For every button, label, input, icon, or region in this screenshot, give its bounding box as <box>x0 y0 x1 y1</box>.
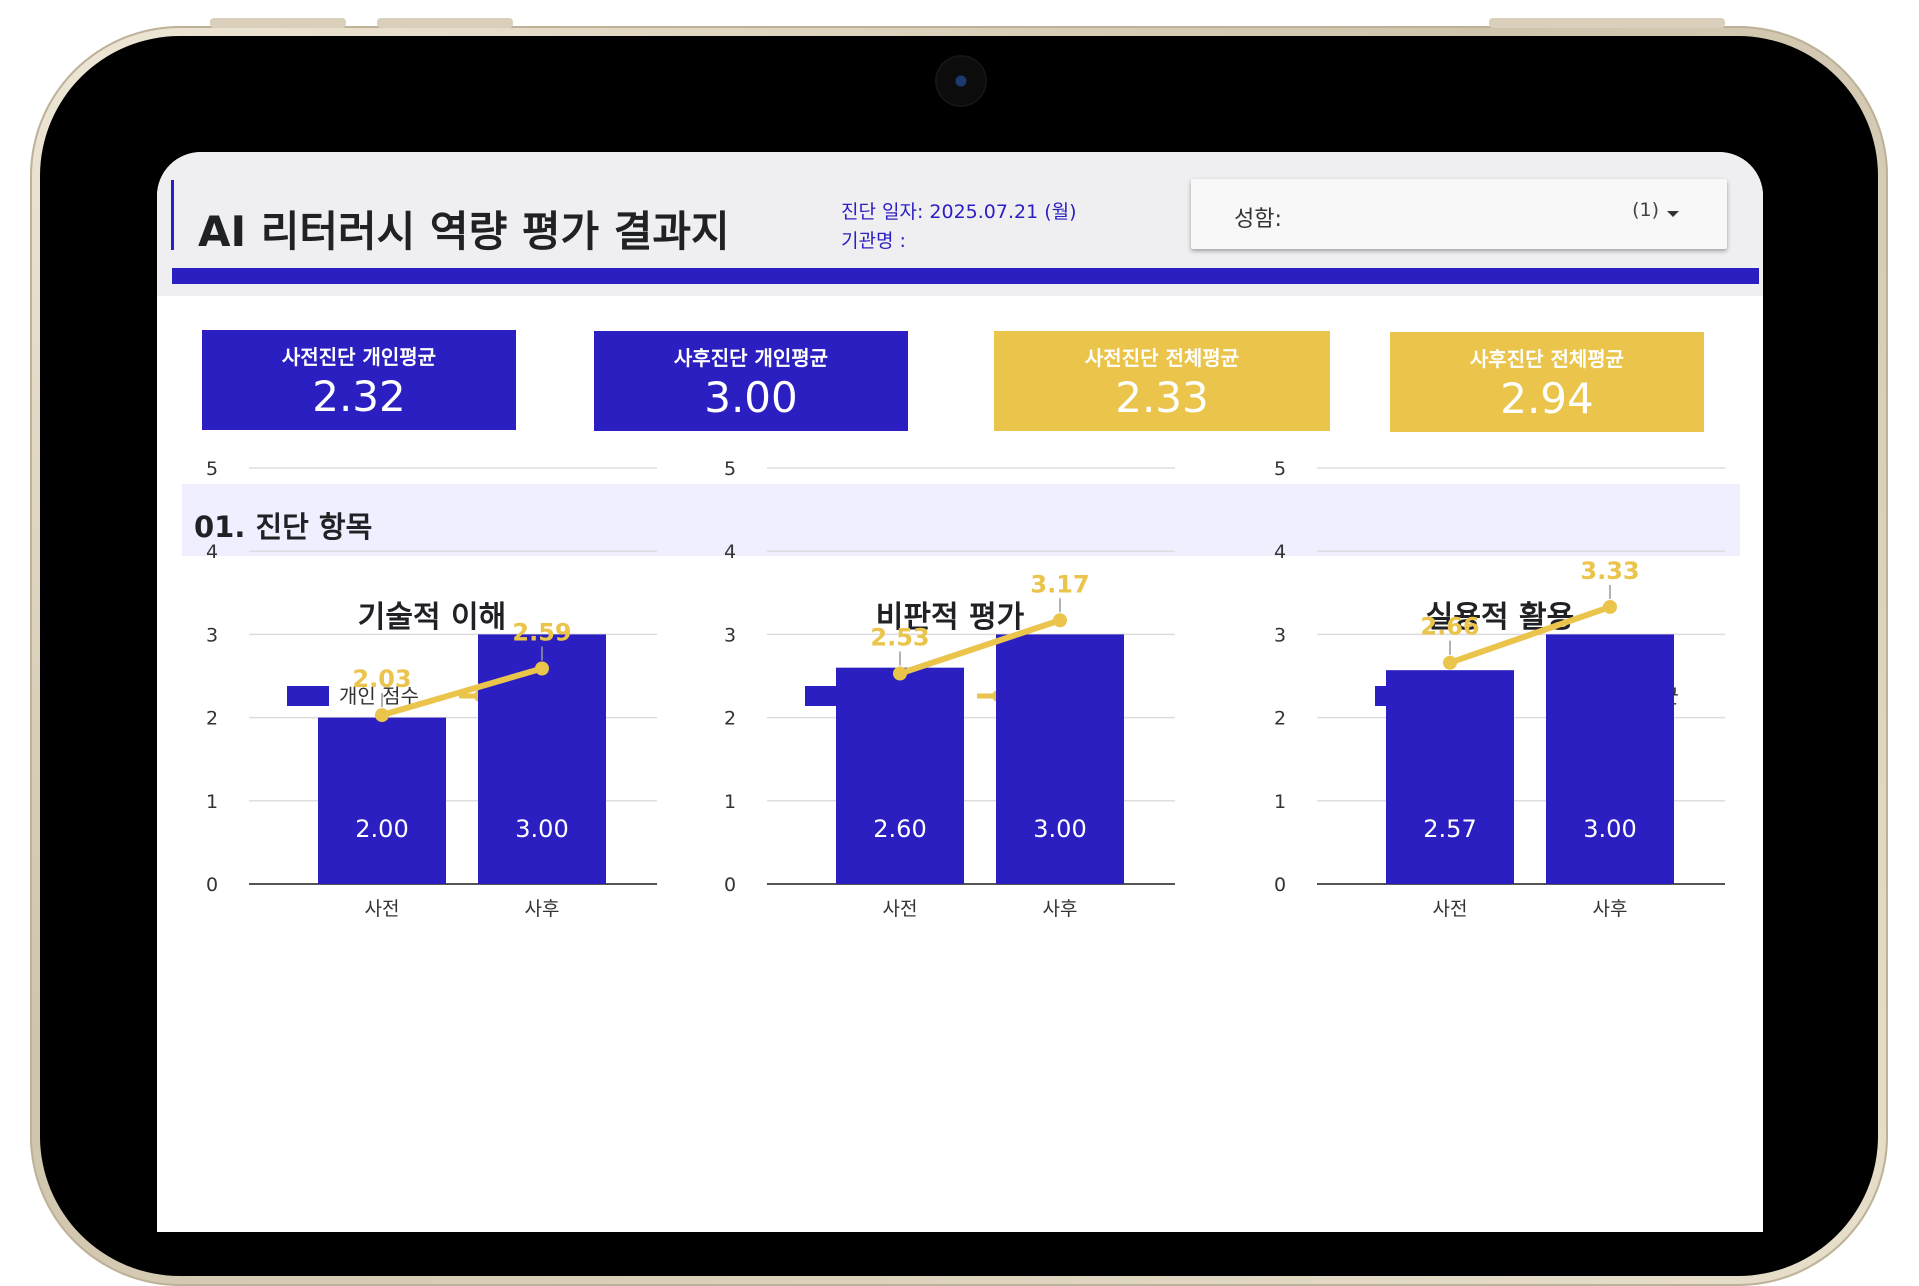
y-tick-label: 0 <box>1274 874 1286 896</box>
y-tick-label: 4 <box>724 541 736 563</box>
average-point <box>893 666 907 681</box>
organization-name: 기관명 : <box>841 230 906 252</box>
bar <box>478 634 606 884</box>
average-point <box>375 708 389 723</box>
chevron-down-icon[interactable] <box>1667 211 1679 217</box>
pre-total-average-card: 사전진단 전체평균 2.33 <box>994 331 1330 431</box>
post-total-average-card: 사후진단 전체평균 2.94 <box>1390 332 1704 432</box>
card-value: 3.00 <box>704 373 798 422</box>
bar <box>318 717 446 884</box>
chart-practical-use: 실용적 활용개인 점수전체 평균0123452.57사전3.00사후2.663.… <box>1255 458 1745 1186</box>
bar <box>996 634 1124 884</box>
x-tick-label: 사전 <box>883 898 918 920</box>
y-tick-label: 1 <box>206 791 218 813</box>
average-value-label: 2.66 <box>1420 613 1479 641</box>
x-tick-label: 사전 <box>1433 898 1468 920</box>
card-value: 2.94 <box>1500 374 1594 423</box>
title-accent <box>171 180 174 250</box>
name-value: (1) <box>1632 199 1659 221</box>
average-value-label: 3.17 <box>1030 570 1089 598</box>
power-button <box>1489 18 1725 28</box>
y-tick-label: 0 <box>206 874 218 896</box>
section-header: 01. 진단 항목 <box>182 484 1740 556</box>
post-individual-average-card: 사후진단 개인평균 3.00 <box>594 331 908 431</box>
pre-individual-average-card: 사전진단 개인평균 2.32 <box>202 330 516 430</box>
y-tick-label: 2 <box>724 708 736 730</box>
card-label: 사전진단 개인평균 <box>281 345 437 369</box>
average-value-label: 2.59 <box>512 619 571 647</box>
y-tick-label: 4 <box>206 541 218 563</box>
card-label: 사후진단 개인평균 <box>673 346 829 370</box>
chart-title: 기술적 이해 <box>358 600 506 635</box>
volume-button <box>377 18 513 28</box>
card-value: 2.32 <box>312 372 406 421</box>
camera-icon <box>937 57 985 105</box>
y-tick-label: 4 <box>1274 541 1286 563</box>
chart-svg: 실용적 활용개인 점수전체 평균0123452.57사전3.00사후2.663.… <box>1274 458 1725 920</box>
bar <box>1546 634 1674 884</box>
x-tick-label: 사후 <box>1043 898 1078 920</box>
chart-title: 비판적 평가 <box>876 600 1025 635</box>
bar-value-label: 3.00 <box>515 815 568 843</box>
average-point <box>1053 613 1067 628</box>
average-value-label: 2.53 <box>870 624 929 652</box>
average-line <box>899 617 1061 677</box>
average-value-label: 2.03 <box>352 665 411 693</box>
page-title: AI 리터러시 역량 평가 결과지 <box>198 207 730 256</box>
average-value-label: 3.33 <box>1580 557 1639 585</box>
y-tick-label: 1 <box>1274 791 1286 813</box>
y-tick-label: 5 <box>206 458 218 480</box>
name-dropdown[interactable]: 성함: (1) <box>1191 179 1727 249</box>
y-tick-label: 3 <box>1274 624 1286 646</box>
section-title: 01. 진단 항목 <box>194 510 373 544</box>
x-tick-label: 사후 <box>1593 898 1628 920</box>
chart-critical-evaluation: 비판적 평가개인 점수전체 평균0123452.60사전3.00사후2.533.… <box>705 458 1195 1186</box>
bar-value-label: 3.00 <box>1583 815 1636 843</box>
y-tick-label: 2 <box>206 708 218 730</box>
bar <box>836 667 964 884</box>
average-line <box>1449 604 1611 666</box>
bar-value-label: 2.00 <box>355 815 408 843</box>
x-tick-label: 사후 <box>525 898 560 920</box>
y-tick-label: 0 <box>724 874 736 896</box>
diagnosis-date: 진단 일자: 2025.07.21 (월) <box>841 201 1077 223</box>
x-tick-label: 사전 <box>365 898 400 920</box>
y-tick-label: 3 <box>206 624 218 646</box>
bar-value-label: 2.57 <box>1423 815 1476 843</box>
card-label: 사전진단 전체평균 <box>1084 346 1240 370</box>
chart-svg: 비판적 평가개인 점수전체 평균0123452.60사전3.00사후2.533.… <box>724 458 1175 920</box>
volume-button <box>210 18 346 28</box>
bar-value-label: 3.00 <box>1033 815 1086 843</box>
bar <box>1386 670 1514 884</box>
report-meta: 진단 일자: 2025.07.21 (월) 기관명 : <box>841 198 1077 256</box>
y-tick-label: 1 <box>724 791 736 813</box>
card-value: 2.33 <box>1115 373 1209 422</box>
average-point <box>1603 599 1617 614</box>
average-point <box>535 661 549 676</box>
bar-value-label: 2.60 <box>873 815 926 843</box>
y-tick-label: 3 <box>724 624 736 646</box>
average-point <box>1443 655 1457 670</box>
y-tick-label: 2 <box>1274 708 1286 730</box>
report-header: AI 리터러시 역량 평가 결과지 진단 일자: 2025.07.21 (월) … <box>157 152 1763 296</box>
card-label: 사후진단 전체평균 <box>1469 347 1625 371</box>
legend-label: 개인 점수 <box>339 684 419 708</box>
name-label: 성함: <box>1234 207 1282 232</box>
report-screen: AI 리터러시 역량 평가 결과지 진단 일자: 2025.07.21 (월) … <box>157 152 1763 1232</box>
y-tick-label: 5 <box>724 458 736 480</box>
header-divider <box>172 268 1759 284</box>
y-tick-label: 5 <box>1274 458 1286 480</box>
legend-bar-swatch <box>287 686 329 706</box>
average-line <box>381 665 543 718</box>
